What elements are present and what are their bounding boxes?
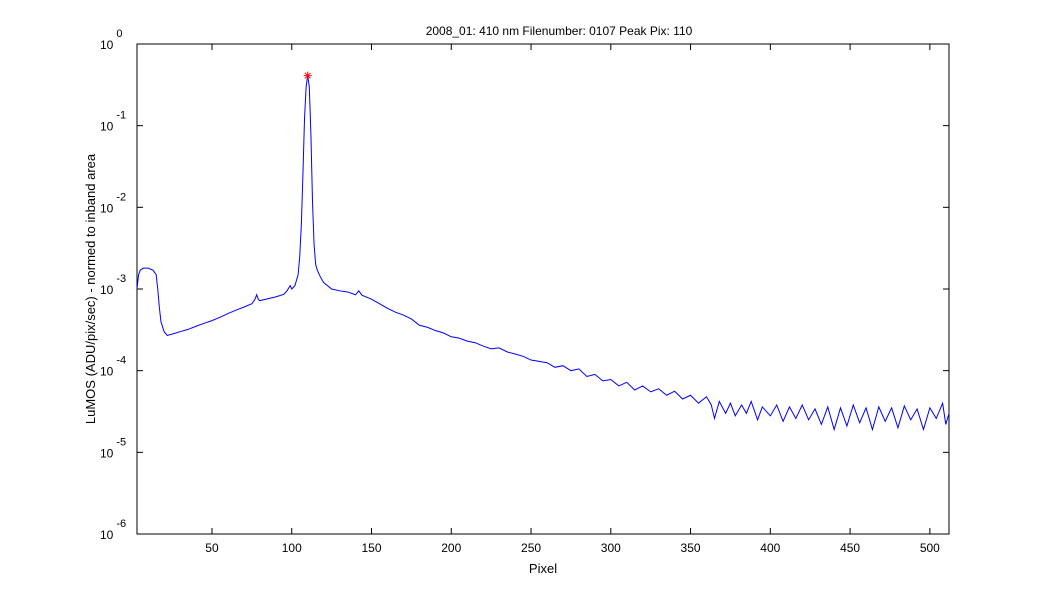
y-tick-label: 10-3 <box>100 273 126 297</box>
y-tick-label: 10-5 <box>100 436 126 460</box>
y-tick-label: 100 <box>100 28 122 52</box>
y-tick-label: 10-4 <box>100 355 126 379</box>
chart-title: 2008_01: 410 nm Filenumber: 0107 Peak Pi… <box>426 24 693 38</box>
peak-marker <box>303 71 312 80</box>
x-tick-label: 450 <box>840 541 860 555</box>
plot-frame <box>136 43 950 535</box>
x-tick-label: 250 <box>521 541 541 555</box>
x-tick-label: 350 <box>681 541 701 555</box>
x-tick-label: 100 <box>282 541 302 555</box>
x-tick-label: 150 <box>361 541 381 555</box>
y-tick-label: 10-1 <box>100 110 126 134</box>
x-tick-label: 50 <box>205 541 219 555</box>
data-line <box>136 75 950 432</box>
x-axis-label: Pixel <box>529 561 557 576</box>
y-axis-label: LuMOS (ADU/pix/sec) - normed to inband a… <box>83 153 98 424</box>
x-tick-label: 400 <box>760 541 780 555</box>
y-tick-label: 10-6 <box>100 518 126 542</box>
x-tick-label: 300 <box>601 541 621 555</box>
y-tick-label: 10-2 <box>100 191 126 215</box>
x-tick-label: 200 <box>441 541 461 555</box>
x-tick-label: 500 <box>920 541 940 555</box>
